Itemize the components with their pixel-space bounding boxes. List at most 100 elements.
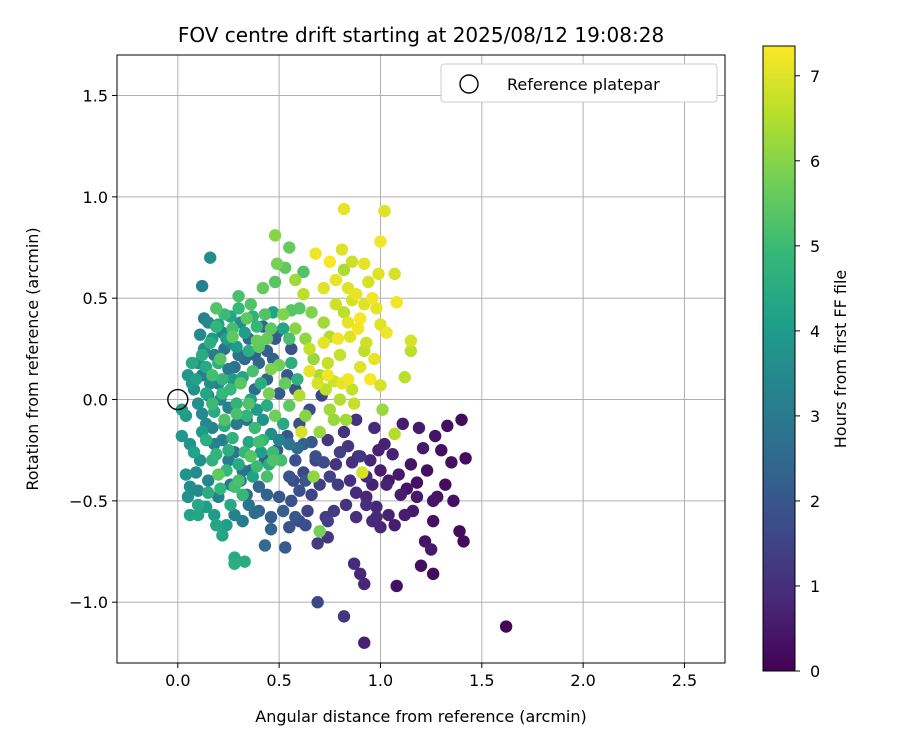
data-point: [293, 389, 306, 402]
data-point: [260, 470, 274, 483]
data-point: [236, 488, 249, 501]
data-point: [299, 518, 312, 532]
data-point: [311, 596, 324, 609]
data-point: [343, 330, 357, 343]
x-tick-label: 0.0: [165, 671, 190, 690]
data-point: [252, 435, 266, 449]
data-point: [210, 448, 223, 461]
data-point: [386, 448, 399, 461]
data-point: [354, 450, 367, 463]
data-point: [238, 555, 251, 568]
data-point: [268, 275, 282, 289]
data-point: [374, 464, 387, 477]
data-point: [435, 444, 448, 457]
data-point: [368, 352, 381, 366]
x-axis-label: Angular distance from reference (arcmin): [255, 707, 586, 726]
legend-marker-icon: [459, 74, 479, 94]
data-point: [404, 344, 418, 358]
data-point: [254, 446, 268, 459]
data-point: [390, 296, 403, 309]
data-point: [323, 470, 336, 483]
colorbar-tick-label: 2: [810, 492, 820, 511]
data-point: [216, 529, 229, 542]
data-point: [230, 340, 243, 354]
data-point: [264, 510, 278, 524]
legend-label: Reference platepar: [507, 75, 660, 94]
data-point: [266, 454, 280, 467]
data-point: [410, 490, 424, 504]
data-points: [175, 202, 513, 649]
data-point: [311, 537, 324, 550]
data-point: [404, 334, 418, 347]
data-point: [347, 397, 361, 410]
data-point: [305, 306, 318, 319]
data-point: [317, 281, 330, 295]
data-point: [307, 470, 320, 483]
data-point: [242, 498, 255, 512]
data-point: [268, 229, 282, 242]
data-point: [416, 441, 430, 455]
data-point: [222, 362, 235, 376]
data-point: [329, 458, 343, 471]
data-point: [283, 241, 296, 254]
y-tick-label: 0.0: [83, 391, 108, 410]
data-point: [264, 322, 278, 335]
data-point: [345, 255, 359, 268]
data-point: [299, 332, 312, 345]
data-point: [404, 458, 418, 471]
data-point: [289, 454, 302, 467]
data-point: [323, 255, 336, 268]
data-point: [354, 360, 367, 374]
data-point: [204, 336, 217, 349]
data-point: [244, 450, 257, 463]
data-point: [293, 484, 306, 497]
data-point: [305, 488, 318, 501]
data-point: [299, 409, 312, 422]
data-point: [388, 518, 401, 532]
data-point: [208, 508, 221, 522]
data-point: [242, 435, 255, 449]
data-point: [283, 521, 296, 534]
data-point: [358, 636, 371, 649]
data-point: [360, 336, 373, 349]
data-point: [398, 508, 411, 522]
data-point: [457, 535, 470, 548]
y-axis-ticks: −1.0 −0.5 0.0 0.5 1.0 1.5: [69, 87, 117, 612]
data-point: [179, 468, 193, 481]
data-point: [264, 362, 278, 376]
data-point: [195, 279, 209, 293]
data-point: [289, 273, 302, 287]
data-point: [262, 387, 276, 400]
chart-title: FOV centre drift starting at 2025/08/12 …: [178, 23, 664, 47]
data-point: [301, 504, 314, 518]
data-point: [327, 413, 341, 426]
data-point: [354, 312, 367, 325]
data-point: [335, 243, 349, 256]
x-tick-label: 1.5: [469, 671, 494, 690]
data-point: [234, 377, 247, 390]
data-point: [343, 474, 357, 487]
data-point: [189, 373, 203, 386]
data-point: [216, 387, 229, 400]
data-point: [358, 257, 371, 270]
data-point: [374, 235, 387, 248]
data-point: [390, 579, 403, 593]
data-point: [370, 510, 383, 524]
data-point: [394, 488, 407, 501]
data-point: [459, 452, 472, 465]
data-point: [426, 567, 440, 581]
reference-platepar-marker: [167, 388, 189, 411]
data-point: [250, 334, 264, 347]
data-point: [244, 298, 257, 311]
data-point: [392, 468, 405, 481]
data-point: [439, 478, 452, 491]
data-point: [212, 468, 225, 481]
data-point: [382, 508, 395, 522]
data-point: [366, 292, 379, 305]
colorbar-gradient: [762, 45, 796, 672]
data-point: [289, 322, 302, 335]
data-point: [354, 567, 367, 581]
data-point: [360, 498, 373, 512]
data-point: [317, 336, 330, 349]
data-point: [345, 383, 359, 396]
